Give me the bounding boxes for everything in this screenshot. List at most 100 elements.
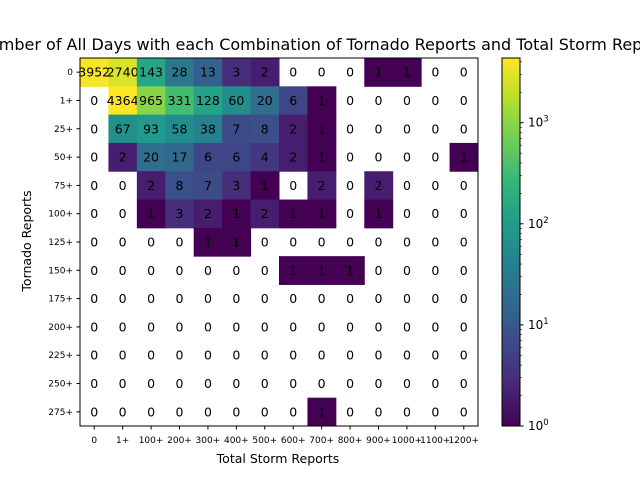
cell-value-label: 0 bbox=[176, 376, 184, 391]
cell-value-label: 0 bbox=[318, 319, 326, 334]
cell-value-label: 0 bbox=[90, 291, 98, 306]
cell-value-label: 0 bbox=[431, 319, 439, 334]
cell-value-label: 58 bbox=[172, 121, 188, 136]
cell-value-label: 2 bbox=[318, 178, 326, 193]
x-tick-label: 400+ bbox=[224, 436, 249, 446]
cell-value-label: 0 bbox=[375, 93, 383, 108]
cell-value-label: 7 bbox=[204, 178, 212, 193]
x-tick-label: 1000+ bbox=[392, 436, 422, 446]
y-tick-label: 1+ bbox=[60, 96, 73, 106]
cell-value-label: 0 bbox=[346, 348, 354, 363]
cell-value-label: 0 bbox=[147, 263, 155, 278]
cell-value-label: 1 bbox=[318, 150, 326, 165]
cell-value-label: 0 bbox=[119, 263, 127, 278]
heatmap-cell bbox=[222, 86, 252, 116]
x-tick-label: 1100+ bbox=[420, 436, 450, 446]
cell-value-label: 2 bbox=[119, 150, 127, 165]
cell-value-label: 0 bbox=[261, 404, 269, 419]
cell-value-label: 8 bbox=[261, 121, 269, 136]
heatmap-cell bbox=[279, 256, 308, 285]
heatmap-cell bbox=[193, 142, 223, 172]
x-tick-label: 1200+ bbox=[449, 436, 479, 446]
cell-value-label: 0 bbox=[147, 348, 155, 363]
cell-value-label: 1 bbox=[460, 150, 468, 165]
cell-value-label: 0 bbox=[90, 235, 98, 250]
cell-value-label: 0 bbox=[375, 263, 383, 278]
cell-value-label: 0 bbox=[375, 404, 383, 419]
cell-value-label: 0 bbox=[204, 263, 212, 278]
cell-value-label: 3 bbox=[176, 206, 184, 221]
y-tick-label: 225+ bbox=[48, 351, 73, 361]
cell-value-label: 0 bbox=[460, 291, 468, 306]
y-tick-label: 0 bbox=[67, 68, 73, 78]
cell-value-label: 0 bbox=[232, 404, 240, 419]
cell-value-label: 0 bbox=[403, 319, 411, 334]
cell-value-label: 4364 bbox=[107, 93, 139, 108]
heatmap-cell bbox=[307, 199, 337, 229]
cell-value-label: 1 bbox=[289, 263, 297, 278]
cell-value-label: 0 bbox=[460, 65, 468, 80]
heatmap-cell bbox=[136, 58, 166, 87]
heatmap-cell bbox=[108, 142, 138, 172]
cell-value-label: 0 bbox=[261, 263, 269, 278]
cell-value-label: 0 bbox=[375, 348, 383, 363]
cell-value-label: 1 bbox=[204, 235, 212, 250]
heatmap-cell bbox=[307, 397, 337, 427]
cell-value-label: 20 bbox=[257, 93, 273, 108]
cell-value-label: 2 bbox=[375, 178, 383, 193]
cell-value-label: 1 bbox=[375, 65, 383, 80]
cell-value-label: 0 bbox=[176, 319, 184, 334]
cell-value-label: 0 bbox=[431, 404, 439, 419]
heatmap-cell bbox=[364, 199, 394, 229]
heatmap-cell bbox=[136, 86, 166, 116]
cell-value-label: 0 bbox=[147, 235, 155, 250]
cell-value-label: 0 bbox=[460, 263, 468, 278]
cell-value-label: 0 bbox=[261, 235, 269, 250]
cell-value-label: 0 bbox=[232, 376, 240, 391]
cell-value-label: 0 bbox=[460, 121, 468, 136]
cell-value-label: 2 bbox=[289, 121, 297, 136]
cell-value-label: 0 bbox=[375, 235, 383, 250]
cell-value-label: 0 bbox=[90, 404, 98, 419]
heatmap-cell bbox=[136, 114, 166, 144]
heatmap-cell bbox=[165, 171, 195, 201]
cell-value-label: 0 bbox=[204, 348, 212, 363]
cell-value-label: 0 bbox=[346, 93, 354, 108]
cell-value-label: 331 bbox=[168, 93, 192, 108]
cell-value-label: 0 bbox=[346, 404, 354, 419]
cell-value-label: 0 bbox=[232, 291, 240, 306]
cell-value-label: 0 bbox=[119, 178, 127, 193]
cell-value-label: 6 bbox=[204, 150, 212, 165]
heatmap-cell bbox=[250, 171, 280, 201]
y-tick-label: 150+ bbox=[48, 266, 73, 276]
cell-value-label: 4 bbox=[261, 150, 269, 165]
cell-value-label: 0 bbox=[232, 319, 240, 334]
cell-value-label: 0 bbox=[90, 150, 98, 165]
cell-value-label: 0 bbox=[431, 376, 439, 391]
heatmap-cell bbox=[335, 256, 365, 285]
cell-value-label: 8 bbox=[176, 178, 184, 193]
cell-value-label: 0 bbox=[261, 319, 269, 334]
cell-value-label: 0 bbox=[289, 348, 297, 363]
cell-value-label: 67 bbox=[115, 121, 131, 136]
cell-value-label: 0 bbox=[289, 376, 297, 391]
cell-value-label: 2 bbox=[204, 206, 212, 221]
colorbar bbox=[501, 57, 521, 427]
cell-value-label: 0 bbox=[119, 376, 127, 391]
cell-value-label: 0 bbox=[460, 178, 468, 193]
colorbar-ticks: 100 101 102 103 bbox=[520, 61, 549, 433]
cell-value-label: 0 bbox=[289, 319, 297, 334]
cell-value-label: 1 bbox=[318, 121, 326, 136]
heatmap-cell bbox=[193, 58, 223, 87]
cell-value-label: 2 bbox=[261, 65, 269, 80]
cell-value-label: 0 bbox=[176, 235, 184, 250]
cell-value-label: 0 bbox=[147, 291, 155, 306]
cell-value-label: 38 bbox=[200, 121, 216, 136]
cell-value-label: 0 bbox=[90, 121, 98, 136]
colorbar-tick-label: 101 bbox=[528, 317, 549, 332]
cell-value-label: 0 bbox=[119, 348, 127, 363]
heatmap-cell bbox=[136, 142, 166, 172]
cell-value-label: 0 bbox=[403, 291, 411, 306]
cell-value-label: 0 bbox=[289, 291, 297, 306]
